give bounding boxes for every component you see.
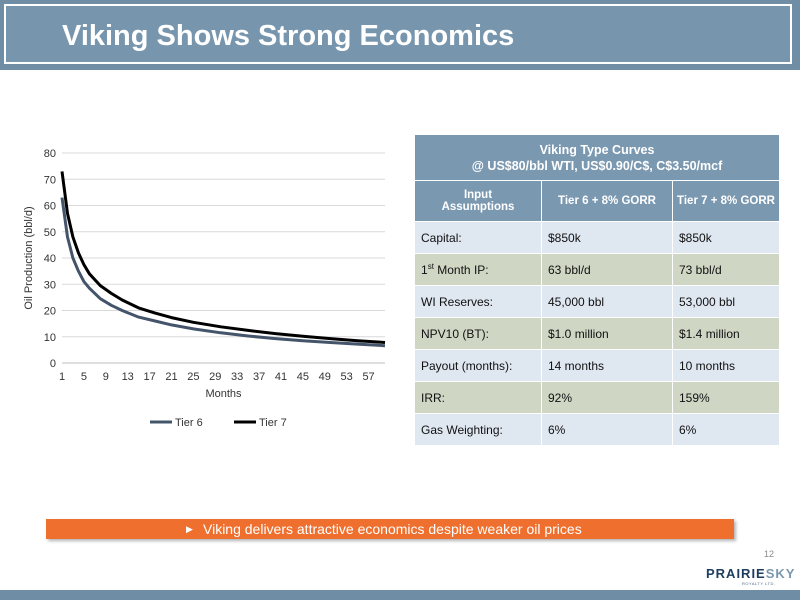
title-bar: Viking Shows Strong Economics — [0, 0, 800, 70]
x-tick-label: 45 — [297, 371, 309, 383]
x-tick-label: 29 — [209, 371, 221, 383]
row-label: 1st Month IP: — [414, 253, 542, 286]
production-chart: 0 10 20 30 40 50 60 70 80 1 5 9 13 17 21 25 29 33 37 41 45 49… — [23, 148, 386, 429]
tier6-value: 45,000 bbl — [541, 285, 673, 318]
x-tick-label: 49 — [319, 371, 331, 383]
x-tick-label: 5 — [81, 371, 87, 383]
type-curve-table: Viking Type Curves @ US$80/bbl WTI, US$0… — [414, 134, 780, 446]
x-tick-label: 17 — [143, 371, 155, 383]
x-tick-label: 53 — [341, 371, 353, 383]
row-label-text: Month IP: — [433, 263, 489, 277]
y-tick-label: 60 — [44, 201, 56, 213]
tier6-value: 92% — [541, 381, 673, 414]
logo-part2: SKY — [765, 566, 796, 581]
tier7-value: $850k — [672, 221, 780, 254]
callout-text: Viking delivers attractive economics des… — [203, 521, 582, 537]
tier6-value: 6% — [541, 413, 673, 446]
table-row: 1st Month IP: 63 bbl/d 73 bbl/d — [414, 253, 780, 286]
legend-label-tier-7: Tier 7 — [259, 417, 287, 429]
y-tick-label: 80 — [44, 148, 56, 160]
series-line-tier-6 — [60, 197, 386, 348]
arrow-right-icon: ▶ — [186, 524, 193, 534]
y-tick-label: 10 — [44, 332, 56, 344]
table-row: Gas Weighting: 6% 6% — [414, 413, 780, 446]
table-row: NPV10 (BT): $1.0 million $1.4 million — [414, 317, 780, 350]
row-label: IRR: — [414, 381, 542, 414]
tier7-value: 53,000 bbl — [672, 285, 780, 318]
x-tick-label: 13 — [122, 371, 134, 383]
row-label-ordinal: st — [427, 262, 434, 271]
table-row: WI Reserves: 45,000 bbl 53,000 bbl — [414, 285, 780, 318]
y-tick-label: 20 — [44, 306, 56, 318]
tier7-value: 10 months — [672, 349, 780, 382]
column-header-tier7: Tier 7 + 8% GORR — [672, 180, 780, 222]
logo-subtitle: ROYALTY LTD. — [742, 581, 776, 586]
x-tick-label: 21 — [165, 371, 177, 383]
series-line-tier-7 — [60, 171, 386, 344]
column-header-tier6: Tier 6 + 8% GORR — [541, 180, 673, 222]
x-tick-label: 37 — [253, 371, 265, 383]
x-tick-label: 1 — [59, 371, 65, 383]
table-row: Payout (months): 14 months 10 months — [414, 349, 780, 382]
y-tick-label: 50 — [44, 227, 56, 239]
logo-wordmark: PRAIRIESKY — [706, 566, 795, 581]
table-row: Capital: $850k $850k — [414, 221, 780, 254]
tier7-value: 6% — [672, 413, 780, 446]
table-column-headers: Input Assumptions Tier 6 + 8% GORR Tier … — [414, 180, 780, 222]
row-label-number: 1 — [421, 263, 428, 277]
table-header-row: Viking Type Curves @ US$80/bbl WTI, US$0… — [414, 134, 780, 181]
column-header-input-line1: Input — [463, 189, 493, 201]
tier7-value: 73 bbl/d — [672, 253, 780, 286]
tier6-value: 63 bbl/d — [541, 253, 673, 286]
x-tick-label: 25 — [187, 371, 199, 383]
row-label: WI Reserves: — [414, 285, 542, 318]
company-logo: PRAIRIESKY ROYALTY LTD. — [706, 566, 794, 590]
logo-part1: PRAIRIE — [706, 566, 766, 581]
y-tick-label: 30 — [44, 279, 56, 291]
column-header-input-line2: Assumptions — [441, 201, 515, 213]
legend-label-tier-6: Tier 6 — [175, 417, 203, 429]
y-tick-label: 0 — [50, 358, 56, 370]
x-axis-title: Months — [205, 388, 242, 400]
x-tick-label: 41 — [275, 371, 287, 383]
column-header-input: Input Assumptions — [414, 180, 542, 222]
y-tick-label: 70 — [44, 174, 56, 186]
tier6-value: 14 months — [541, 349, 673, 382]
table-header-line1: Viking Type Curves — [539, 142, 655, 157]
x-tick-label: 57 — [362, 371, 374, 383]
y-axis-title: Oil Production (bbl/d) — [23, 206, 35, 309]
table-header: Viking Type Curves @ US$80/bbl WTI, US$0… — [414, 134, 780, 181]
table-row: IRR: 92% 159% — [414, 381, 780, 414]
tier7-value: 159% — [672, 381, 780, 414]
key-message-callout: ▶ Viking delivers attractive economics d… — [46, 519, 734, 539]
tier7-value: $1.4 million — [672, 317, 780, 350]
row-label: Capital: — [414, 221, 542, 254]
footer-bar — [0, 590, 800, 600]
table-header-line2: @ US$80/bbl WTI, US$0.90/C$, C$3.50/mcf — [471, 158, 723, 173]
title-frame: Viking Shows Strong Economics — [4, 4, 792, 64]
tier6-value: $1.0 million — [541, 317, 673, 350]
x-tick-label: 33 — [231, 371, 243, 383]
x-tick-label: 9 — [103, 371, 109, 383]
row-label: Payout (months): — [414, 349, 542, 382]
row-label: NPV10 (BT): — [414, 317, 542, 350]
page-title: Viking Shows Strong Economics — [62, 20, 515, 52]
page-number: 12 — [764, 549, 775, 559]
tier6-value: $850k — [541, 221, 673, 254]
row-label: Gas Weighting: — [414, 413, 542, 446]
y-tick-label: 40 — [44, 253, 56, 265]
